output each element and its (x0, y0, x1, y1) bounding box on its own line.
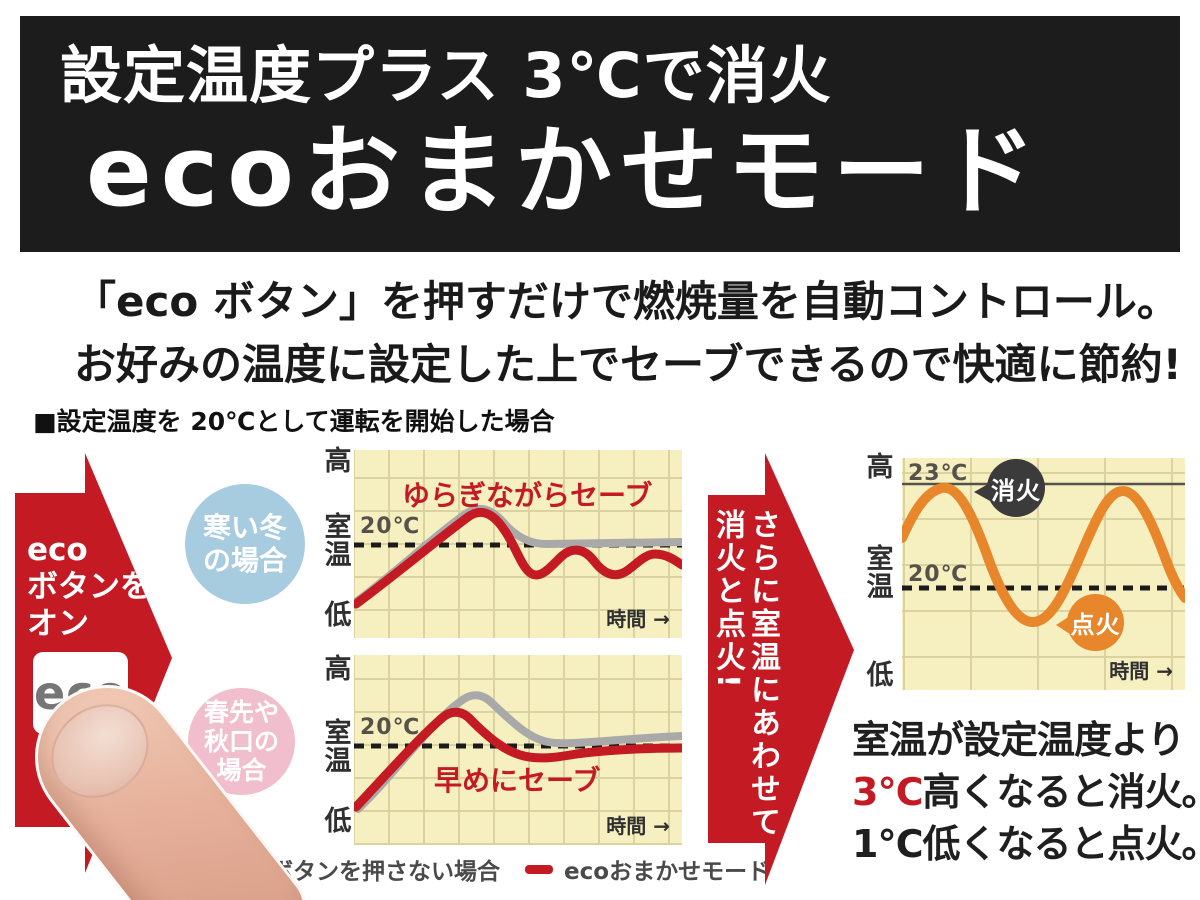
chart-onoff-time-label: 時間 → (1109, 659, 1173, 683)
chart-spring: 早めにセーブ 20℃ 時間 → (354, 655, 682, 845)
chart-spring-time-label: 時間 → (606, 814, 670, 838)
intro-line-1: 「eco ボタン」を押すだけで燃焼量を自動コントロール。 (74, 277, 1179, 326)
legend-gray-swatch (186, 864, 214, 874)
chart-winter-ylabel-high: 高 (324, 446, 352, 477)
conclusion-line-2-rest: 高くなると消火。 (922, 770, 1200, 814)
header-banner: 設定温度プラス 3℃で消火 ecoおまかせモード (20, 16, 1180, 252)
ignite-badge-pointer (1056, 616, 1070, 634)
chart-spring-ylabel-roomtemp: 室 温 (324, 718, 352, 777)
chart-right-ylabel-roomtemp: 室 温 (866, 544, 894, 603)
eco-button-label: eco (33, 666, 128, 720)
chart-winter-ylabel-roomtemp: 室 温 (324, 512, 352, 571)
extinguish-badge: 消火 (974, 459, 1045, 517)
chart-winter-curves (354, 504, 682, 609)
ignite-badge-label: 点火 (1070, 611, 1121, 639)
conclusion-text: 室温が設定温度より 3℃高くなると消火。 1℃低くなると点火。 (852, 714, 1200, 870)
ignite-badge: 点火 (1056, 594, 1124, 651)
legend-red-swatch (525, 864, 554, 874)
chart-spring-ylabel-high: 高 (324, 654, 352, 685)
banner-title: ecoおまかせモード (86, 115, 1045, 228)
chart-spring-annotation: 早めにセーブ (434, 764, 601, 797)
legend-gray-label: ecoボタンを押さない場合 (225, 859, 501, 885)
case-spring-circle: 春先や 秋口の 場合 (188, 688, 295, 795)
chart-winter-annotation: ゆらぎながらセーブ (402, 479, 653, 512)
eco-on-arrow-label: eco ボタンを オン (27, 532, 151, 642)
chart-right-ylabel-low: 低 (866, 660, 894, 691)
chart-winter-setpoint-label: 20℃ (360, 514, 421, 539)
chart-legend: ecoボタンを押さない場合 ecoおまかせモード (186, 852, 770, 886)
chart-spring-curves (354, 691, 682, 813)
fire-onoff-arrow-label: さらに室温にあわせて 消火と点火! (710, 509, 780, 859)
banner-subtitle: 設定温度プラス 3℃で消火 (60, 39, 832, 112)
extinguish-badge-label: 消火 (991, 476, 1041, 505)
chart-right-ylabel-high: 高 (866, 452, 894, 483)
chart-onoff-upper-label: 23℃ (908, 461, 969, 486)
chart-spring-ylabel-low: 低 (324, 806, 352, 837)
chart-onoff: 23℃ 20℃ 消火 点火 時間 → (902, 458, 1185, 690)
legend-red-label: ecoおまかせモード (564, 859, 771, 885)
fire-onoff-arrow-line1: さらに室温にあわせて (745, 509, 780, 839)
chart-winter: ゆらぎながらセーブ 20℃ 時間 → (354, 450, 682, 638)
intro-line-2: お好みの温度に設定した上でセーブできるので快適に節約! (74, 340, 1182, 389)
chart-onoff-setpoint-label: 20℃ (908, 562, 969, 587)
condition-note: ■設定温度を 20℃として運転を開始した場合 (33, 407, 555, 436)
fire-onoff-arrow-line2: 消火と点火! (710, 509, 745, 691)
intro-text: 「eco ボタン」を押すだけで燃焼量を自動コントロール。 お好みの温度に設定した… (74, 270, 1182, 396)
chart-spring-setpoint-label: 20℃ (360, 715, 421, 740)
conclusion-line-2: 3℃高くなると消火。 (852, 766, 1200, 818)
case-spring-label: 春先や 秋口の 場合 (203, 698, 279, 785)
chart-winter-ylabel-low: 低 (324, 600, 352, 631)
extinguish-badge-pointer (974, 483, 990, 501)
case-winter-circle: 寒い冬 の場合 (185, 484, 305, 604)
chart-winter-time-label: 時間 → (606, 607, 670, 631)
case-winter-label: 寒い冬 の場合 (202, 511, 287, 577)
conclusion-line-1: 室温が設定温度より (852, 718, 1185, 762)
eco-button[interactable]: eco (33, 652, 128, 734)
conclusion-line-3: 1℃低くなると点火。 (852, 822, 1200, 866)
conclusion-highlight: 3℃ (852, 770, 923, 814)
